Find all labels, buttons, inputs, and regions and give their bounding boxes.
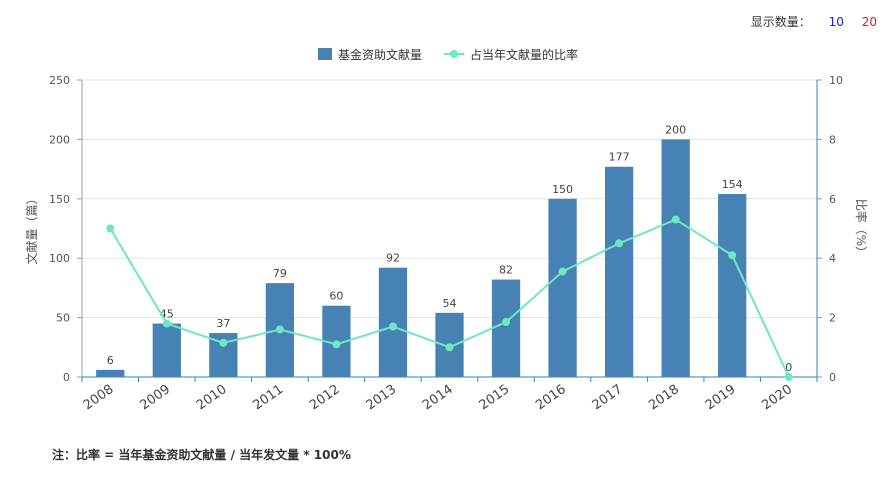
ratio-point — [275, 325, 284, 334]
bar — [152, 323, 181, 377]
bar — [604, 166, 634, 377]
x-tick-label: 2016 — [533, 382, 569, 413]
display-count-option-20[interactable]: 20 — [861, 15, 877, 29]
ratio-point — [615, 239, 624, 248]
x-tick-label: 2014 — [420, 382, 456, 413]
bar — [661, 139, 690, 377]
bar — [378, 267, 408, 377]
y2-tick-label: 8 — [829, 133, 836, 146]
x-tick-label: 2011 — [250, 382, 286, 413]
bar-data-label: 6 — [107, 354, 114, 367]
bar-data-label: 154 — [722, 178, 743, 191]
bar — [491, 279, 521, 377]
bar-data-label: 200 — [665, 123, 686, 136]
ratio-point — [502, 318, 511, 327]
legend-line-marker — [450, 50, 458, 58]
x-tick-label: 2020 — [759, 382, 795, 413]
y2-axis-title: 比率（%） — [854, 199, 869, 258]
bar-data-label: 0 — [785, 361, 792, 374]
y2-tick-label: 2 — [829, 312, 836, 325]
y2-tick-label: 4 — [829, 252, 836, 265]
legend-bar-label: 基金资助文献量 — [338, 47, 422, 62]
legend-bar-swatch — [318, 48, 332, 60]
y-tick-label: 150 — [49, 193, 70, 206]
ratio-point — [219, 338, 228, 347]
x-tick-label: 2019 — [703, 382, 739, 413]
bar — [96, 369, 125, 377]
y2-tick-label: 10 — [829, 74, 843, 87]
y2-tick-label: 6 — [829, 193, 836, 206]
y-tick-label: 250 — [49, 74, 70, 87]
ratio-point — [558, 267, 567, 276]
y-tick-label: 100 — [49, 252, 70, 265]
bar-data-label: 60 — [329, 290, 343, 303]
ratio-point — [728, 251, 737, 260]
ratio-point — [332, 340, 341, 349]
bar — [548, 198, 577, 377]
bar-data-label: 54 — [443, 297, 457, 310]
y-tick-label: 0 — [63, 371, 70, 384]
ratio-point — [671, 215, 680, 224]
x-tick-label: 2017 — [590, 382, 626, 413]
y-tick-label: 200 — [49, 133, 70, 146]
bar-data-label: 150 — [552, 183, 573, 196]
display-count-control: 显示数量： 10 20 — [751, 13, 877, 30]
bar-data-label: 37 — [216, 317, 230, 330]
x-tick-label: 2013 — [364, 382, 400, 413]
x-tick-label: 2009 — [137, 382, 173, 413]
legend-line-label: 占当年文献量的比率 — [470, 47, 578, 62]
ratio-point — [784, 373, 793, 381]
bar-data-label: 82 — [499, 264, 513, 277]
ratio-point — [445, 343, 454, 352]
y-axis-title: 文献量（篇） — [24, 192, 39, 264]
x-tick-label: 2012 — [307, 382, 343, 413]
x-tick-label: 2015 — [477, 382, 513, 413]
footnote: 注：比率 = 当年基金资助文献量 / 当年发文量 * 100% — [52, 448, 351, 462]
y-tick-label: 50 — [56, 312, 70, 325]
bar-data-label: 92 — [386, 252, 400, 265]
display-count-option-10[interactable]: 10 — [828, 15, 844, 29]
bar-data-label: 79 — [273, 267, 287, 280]
x-tick-label: 2010 — [194, 382, 230, 413]
y2-tick-label: 0 — [829, 371, 836, 384]
display-count-label: 显示数量： — [750, 15, 811, 29]
bar-data-label: 177 — [609, 151, 630, 164]
bar — [718, 194, 747, 377]
ratio-point — [106, 224, 115, 233]
ratio-point — [388, 322, 397, 331]
ratio-point — [162, 319, 171, 328]
x-tick-label: 2008 — [81, 382, 117, 413]
x-tick-label: 2018 — [646, 382, 682, 413]
